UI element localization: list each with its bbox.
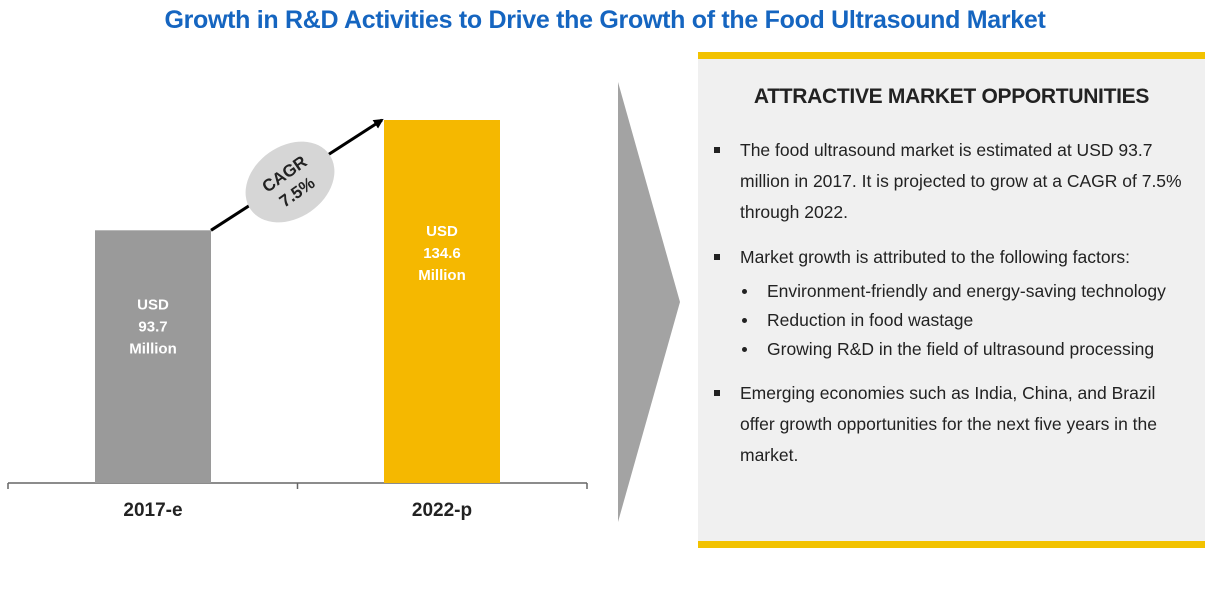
bullet-item: Market growth is attributed to the follo… — [698, 242, 1205, 273]
sub-bullet-item: Growing R&D in the field of ultrasound p… — [698, 335, 1205, 364]
market-opportunities-panel: ATTRACTIVE MARKET OPPORTUNITIES The food… — [698, 52, 1205, 548]
bullet-text: Market growth is attributed to the follo… — [740, 247, 1131, 267]
panel-heading: ATTRACTIVE MARKET OPPORTUNITIES — [753, 85, 1150, 108]
sub-bullet-text: Growing R&D in the field of ultrasound p… — [767, 339, 1155, 359]
bar-data-label: Million — [418, 267, 466, 284]
square-bullet-icon — [714, 390, 720, 396]
bar-data-label: 134.6 — [423, 245, 461, 262]
round-bullet-icon — [742, 289, 747, 294]
chevron-arrow-icon — [618, 82, 680, 522]
sub-bullet-item: Reduction in food wastage — [698, 306, 1205, 335]
x-tick-label: 2022-p — [412, 500, 472, 521]
chart-title: Growth in R&D Activities to Drive the Gr… — [164, 6, 1046, 34]
bar-data-label: USD — [137, 296, 169, 313]
bar-2022-p — [384, 120, 500, 483]
opportunity-list: The food ultrasound market is estimated … — [698, 135, 1205, 471]
bullet-item: The food ultrasound market is estimated … — [698, 135, 1205, 228]
bar-data-label: USD — [426, 223, 458, 240]
bar-chart: USD 93.7 Million 2017-e USD 134.6 Million 2022-… — [7, 82, 680, 522]
bar-2017-e — [95, 230, 211, 483]
bullet-text: Emerging economies such as India, China,… — [740, 383, 1157, 465]
sub-bullet-item: Environment-friendly and energy-saving t… — [698, 277, 1205, 306]
bar-data-label: Million — [129, 340, 177, 357]
round-bullet-icon — [742, 347, 747, 352]
square-bullet-icon — [714, 147, 720, 153]
square-bullet-icon — [714, 254, 720, 260]
bullet-text: The food ultrasound market is estimated … — [740, 140, 1182, 222]
bullet-item: Emerging economies such as India, China,… — [698, 378, 1205, 471]
sub-bullet-text: Reduction in food wastage — [767, 310, 974, 330]
x-tick-label: 2017-e — [123, 500, 182, 521]
sub-bullet-text: Environment-friendly and energy-saving t… — [767, 281, 1166, 301]
cagr-badge — [245, 141, 335, 223]
bar-data-label: 93.7 — [138, 318, 167, 335]
round-bullet-icon — [742, 318, 747, 323]
